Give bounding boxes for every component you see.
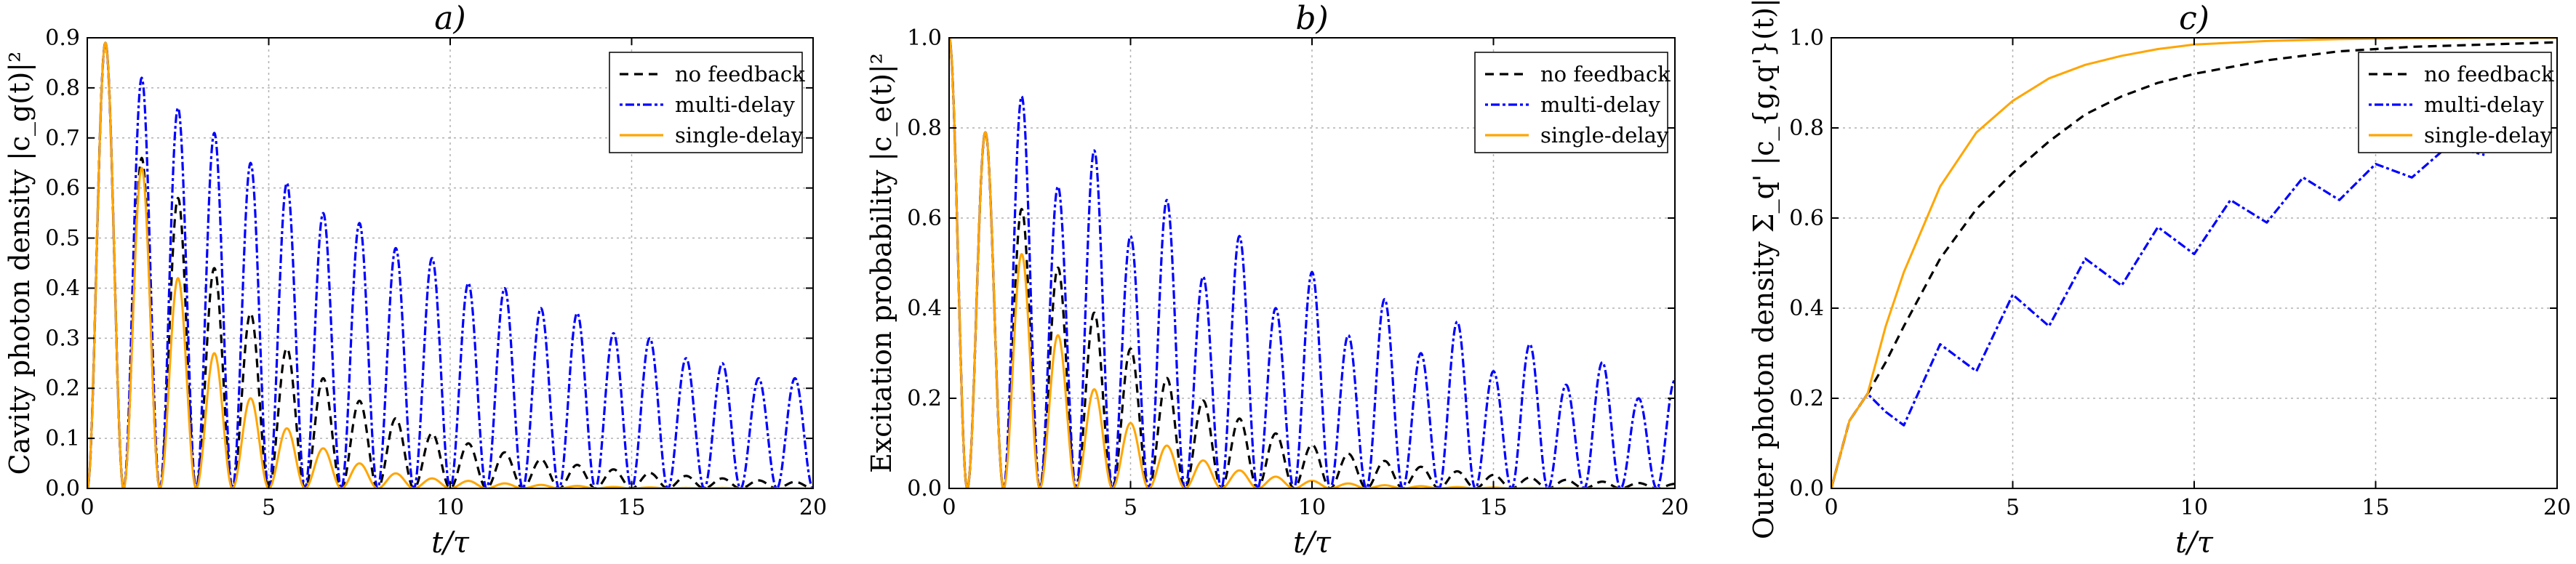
legend-label: multi-delay xyxy=(675,92,795,117)
panel-title: b) xyxy=(1295,0,1328,37)
x-tick-label: 10 xyxy=(436,495,464,520)
y-tick-label: 0.8 xyxy=(907,116,942,141)
legend-label: single-delay xyxy=(1540,123,1669,148)
legend: no feedback multi-delay single-delay xyxy=(1474,52,1671,153)
legend-label: single-delay xyxy=(2424,123,2553,148)
y-tick-label: 0.4 xyxy=(907,296,942,321)
legend: no feedback multi-delay single-delay xyxy=(2358,52,2554,153)
x-tick-label: 0 xyxy=(1824,495,1838,520)
panel-title: a) xyxy=(434,0,465,37)
legend-label: no feedback xyxy=(2424,62,2554,86)
y-axis-label: Excitation probability |c_e(t)|² xyxy=(865,53,898,473)
y-tick-label: 0.5 xyxy=(45,226,80,251)
legend-label: multi-delay xyxy=(2424,92,2544,117)
panel-2: 0 5 10 15 20 0.0 0.2 0.4 0.6 0.8 1.0 b) t/τ Excitatio… xyxy=(865,0,1689,560)
y-tick-label: 0.6 xyxy=(45,176,80,201)
series-line-no-feedback xyxy=(87,41,813,488)
x-axis-label: t/τ xyxy=(431,526,470,560)
x-tick-label: 10 xyxy=(2180,495,2208,520)
panel-3: 0 5 10 15 20 0.0 0.2 0.4 0.6 0.8 1.0 c) t/τ Outer pho… xyxy=(1748,0,2571,560)
y-tick-label: 0.2 xyxy=(1789,386,1824,411)
legend-label: multi-delay xyxy=(1540,92,1660,117)
x-tick-label: 5 xyxy=(2006,495,2020,520)
x-axis-label: t/τ xyxy=(1293,526,1332,560)
y-tick-label: 0.7 xyxy=(45,126,80,151)
x-tick-label: 10 xyxy=(1298,495,1326,520)
series-line-no-feedback xyxy=(1831,41,2557,488)
y-tick-label: 0.6 xyxy=(1789,206,1824,231)
y-tick-label: 1.0 xyxy=(907,25,942,51)
series-line-multi-delay xyxy=(87,41,813,488)
y-axis-label: Cavity photon density |c_g(t)|² xyxy=(4,52,36,475)
x-tick-label: 0 xyxy=(942,495,956,520)
x-tick-label: 20 xyxy=(1661,495,1689,520)
legend: no feedback multi-delay single-delay xyxy=(609,52,805,153)
x-tick-label: 0 xyxy=(80,495,94,520)
y-tick-label: 0.0 xyxy=(1789,476,1824,501)
y-tick-label: 0.3 xyxy=(45,326,80,351)
x-tick-label: 5 xyxy=(1124,495,1137,520)
y-tick-label: 0.4 xyxy=(45,275,80,301)
y-tick-label: 0.2 xyxy=(907,386,942,411)
y-tick-label: 0.6 xyxy=(907,206,942,231)
x-axis-label: t/τ xyxy=(2175,526,2214,560)
y-tick-label: 0.0 xyxy=(45,476,80,501)
series-line-multi-delay xyxy=(949,38,1675,488)
y-tick-label: 0.8 xyxy=(45,76,80,101)
y-tick-label: 0.2 xyxy=(45,376,80,401)
y-tick-label: 0.9 xyxy=(45,25,80,51)
legend-label: single-delay xyxy=(675,123,804,148)
legend-label: no feedback xyxy=(675,62,805,86)
x-tick-label: 20 xyxy=(2543,495,2571,520)
series-group xyxy=(1831,38,2557,488)
x-tick-label: 15 xyxy=(617,495,645,520)
panel-1: 0 5 10 15 20 0.0 0.1 0.2 0.3 0.4 0.5 0.6 0.7 0.8 0.9 a)… xyxy=(4,0,827,560)
y-tick-label: 0.8 xyxy=(1789,116,1824,141)
x-tick-label: 15 xyxy=(1479,495,1507,520)
y-tick-label: 1.0 xyxy=(1789,25,1824,51)
y-tick-label: 0.4 xyxy=(1789,296,1824,321)
panel-title: c) xyxy=(2179,0,2209,37)
series-line-single-delay xyxy=(1831,38,2557,488)
x-tick-label: 20 xyxy=(799,495,827,520)
y-tick-label: 0.0 xyxy=(907,476,942,501)
legend-label: no feedback xyxy=(1540,62,1671,86)
y-axis-label: Outer photon density Σ_q' |c_{g,q'}(t)|² xyxy=(1748,0,1780,539)
x-tick-label: 15 xyxy=(2361,495,2389,520)
x-tick-label: 5 xyxy=(262,495,276,520)
series-line-multi-delay xyxy=(1831,145,2485,488)
y-tick-label: 0.1 xyxy=(45,426,80,451)
